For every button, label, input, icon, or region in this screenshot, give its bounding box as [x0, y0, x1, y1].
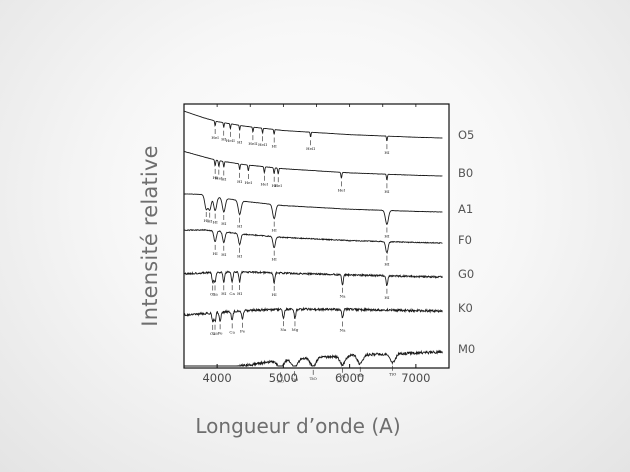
spectrum-F0 — [183, 228, 443, 255]
class-label-A1: A1 — [458, 202, 473, 216]
line-label: HeII — [306, 146, 315, 151]
line-label: HI — [204, 218, 209, 223]
line-label: Fe — [218, 330, 224, 335]
line-label: HeI — [338, 187, 346, 192]
line-label: Na — [280, 327, 287, 332]
line-label: TiO — [310, 376, 318, 381]
class-label-G0: G0 — [458, 267, 474, 281]
line-label: TiO — [291, 377, 299, 382]
line-label: Na — [340, 327, 347, 332]
line-label: HI — [237, 291, 242, 296]
line-label: HI — [384, 150, 389, 155]
spectrum-A1 — [183, 193, 443, 225]
line-label: HI — [237, 224, 242, 229]
class-label-O5: O5 — [458, 128, 474, 142]
line-label: HeII — [248, 141, 257, 146]
line-label: HI — [272, 228, 277, 233]
line-label: HeII — [226, 138, 235, 143]
x-tick-label: 5000 — [269, 371, 298, 385]
line-label: Ca — [229, 291, 235, 296]
line-label: Fe — [240, 329, 246, 334]
line-label: TiO — [277, 378, 285, 383]
line-label: HI — [213, 220, 218, 225]
plot-frame — [183, 103, 450, 369]
spectrum-K0 — [183, 306, 443, 323]
spectrum-B0 — [183, 151, 443, 181]
x-tick-label: 6000 — [335, 371, 364, 385]
line-label: TiO — [357, 373, 365, 378]
line-label: HI — [272, 143, 277, 148]
line-label: Mg — [292, 327, 299, 332]
line-label: Ca — [229, 329, 235, 334]
line-label: HI — [237, 254, 242, 259]
x-tick-label: 4000 — [202, 371, 231, 385]
class-label-B0: B0 — [458, 166, 473, 180]
line-label: HeI — [215, 176, 223, 181]
line-label: HI — [213, 251, 218, 256]
line-label: HI — [221, 176, 226, 181]
line-label: Ca — [212, 291, 218, 296]
plot-area — [183, 103, 450, 369]
line-label: HI — [384, 189, 389, 194]
line-label: HI — [384, 233, 389, 238]
line-label: HI — [221, 291, 226, 296]
line-label: HI — [272, 183, 277, 188]
line-label: HI — [221, 252, 226, 257]
spectrum-G0 — [183, 270, 443, 287]
line-label: HeII — [258, 142, 267, 147]
line-label: HI — [221, 221, 226, 226]
line-label: HI — [207, 219, 212, 224]
line-label: HI — [384, 262, 389, 267]
line-label: Ca — [210, 331, 216, 336]
x-axis-label: Longueur d’onde (A) — [195, 414, 401, 438]
line-label: HeI — [261, 182, 269, 187]
line-label: TiO — [389, 372, 397, 377]
line-label: HI — [237, 139, 242, 144]
line-label: Ca — [212, 331, 218, 336]
x-axis-ticks: 4000 5000 6000 7000 — [183, 104, 450, 385]
class-label-M0: M0 — [458, 342, 475, 356]
line-label: Ca — [210, 292, 216, 297]
line-label: HI — [272, 257, 277, 262]
spectrum-M0 — [184, 349, 443, 368]
line-label: Na — [340, 374, 347, 379]
spectral-class-labels: O5 B0 A1 F0 G0 K0 M0 — [458, 128, 475, 356]
spectrum-O5 — [183, 110, 443, 142]
x-tick-label: 7000 — [401, 371, 430, 385]
line-label: HI — [221, 137, 226, 142]
class-label-F0: F0 — [458, 233, 472, 247]
line-label: HI — [272, 292, 277, 297]
spectra-layer — [183, 110, 443, 368]
line-label: HI — [384, 295, 389, 300]
line-label: HI — [237, 179, 242, 184]
line-label: HI — [213, 175, 218, 180]
y-axis-label: Intensité relative — [138, 145, 162, 327]
line-label: HeI — [274, 183, 282, 188]
line-label: HeI — [245, 180, 253, 185]
line-label: HeI — [211, 135, 219, 140]
line-label: Na — [340, 294, 347, 299]
class-label-K0: K0 — [458, 301, 473, 315]
